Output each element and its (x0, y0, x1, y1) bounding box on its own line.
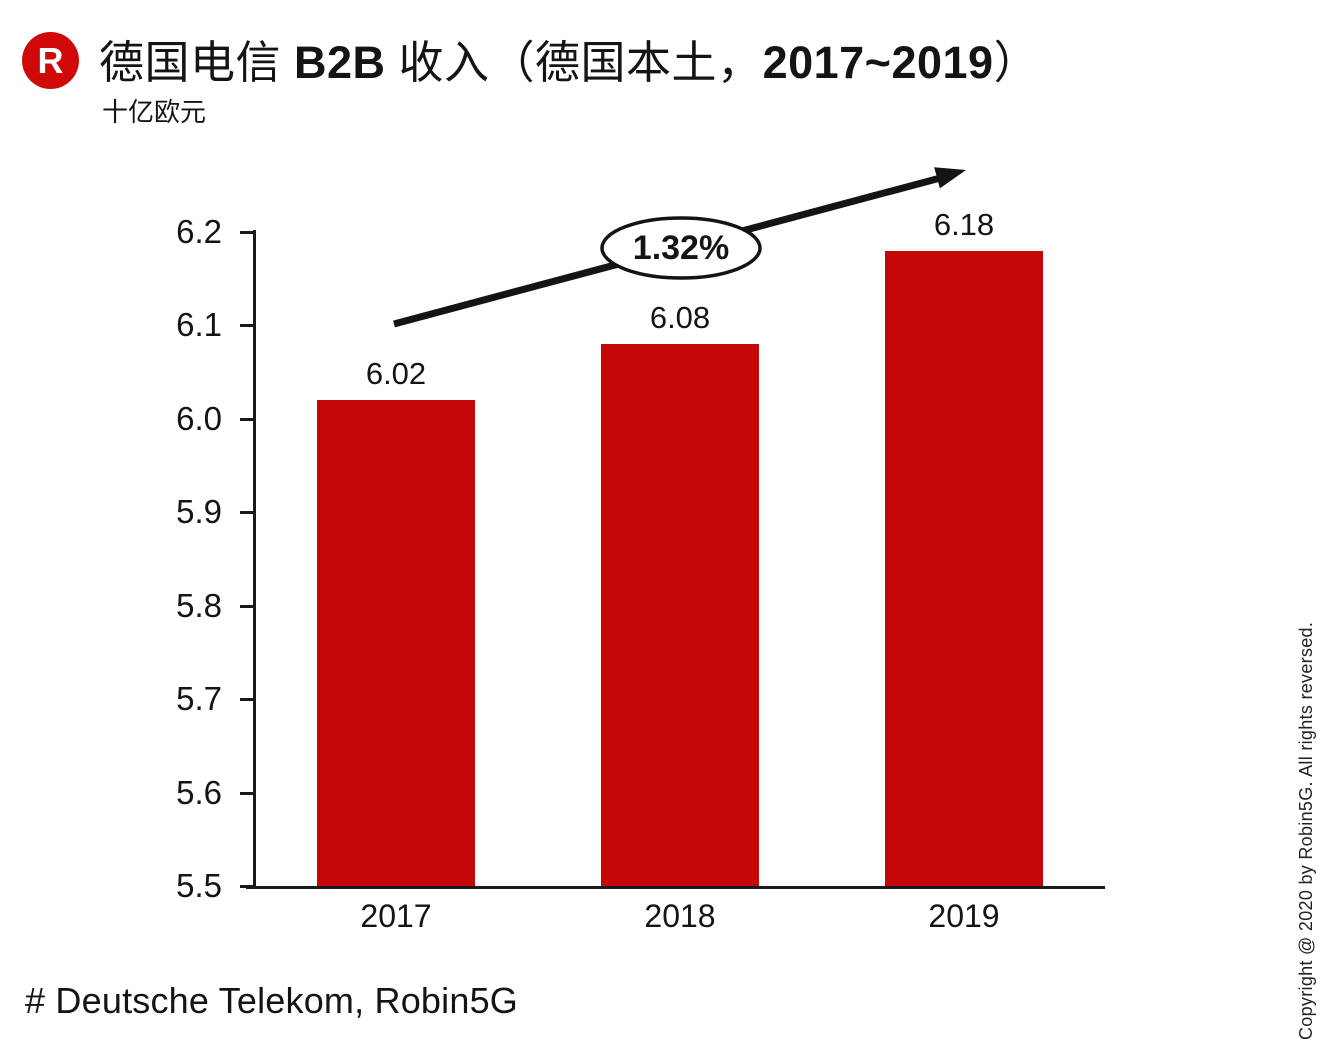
y-axis-line (253, 230, 256, 889)
y-tick-label: 6.2 (176, 213, 222, 250)
x-axis-label: 2019 (928, 898, 1000, 934)
x-axis-label: 2018 (644, 898, 716, 934)
y-tick-label: 5.9 (176, 493, 222, 531)
source-note: # Deutsche Telekom, Robin5G (25, 980, 518, 1021)
y-tick-mark (240, 231, 255, 234)
bar-value-label: 6.02 (365, 356, 427, 392)
y-tick-label: 6.0 (176, 399, 222, 437)
y-tick-mark (240, 885, 255, 888)
bar-2019 (885, 250, 1043, 886)
y-tick-mark (240, 417, 255, 421)
logo-letter: R (37, 39, 64, 81)
y-tick-label: 5.7 (176, 680, 222, 718)
bar-value-label: 6.18 (933, 206, 995, 242)
y-tick-label: 5.8 (176, 586, 222, 624)
bar-value-label: 6.08 (649, 300, 711, 336)
y-tick-label: 6.1 (176, 306, 222, 344)
growth-arrowhead-icon (934, 167, 966, 189)
y-tick-mark (240, 324, 255, 328)
y-axis-unit-label: 十亿欧元 (102, 97, 207, 127)
y-tick-label: 5.6 (176, 773, 222, 811)
growth-annotation: 1.32% (601, 227, 761, 270)
title-text-bold: B2B (294, 37, 386, 88)
title-years-bold: 2017~2019 (762, 37, 994, 88)
y-tick-label: 5.5 (176, 867, 222, 904)
copyright-note: Copyright @ 2020 by Robin5G. All rights … (1296, 621, 1316, 1040)
bar-2017 (317, 400, 475, 886)
x-axis-line (246, 886, 1105, 889)
y-tick-mark (240, 698, 255, 702)
growth-rate-label: 1.32% (632, 229, 730, 267)
x-axis-label: 2017 (360, 898, 432, 934)
bar-2018 (601, 344, 759, 886)
title-text: ） (993, 37, 1040, 88)
robin5g-logo: R (22, 32, 79, 89)
title-text: 德国电信 (99, 37, 295, 88)
chart-title: 德国电信 B2B 收入（德国本土，2017~2019） (99, 26, 1039, 91)
y-tick-mark (240, 791, 255, 795)
title-text: 收入（德国本土， (385, 37, 763, 88)
y-tick-mark (240, 604, 255, 608)
y-tick-mark (240, 511, 255, 515)
